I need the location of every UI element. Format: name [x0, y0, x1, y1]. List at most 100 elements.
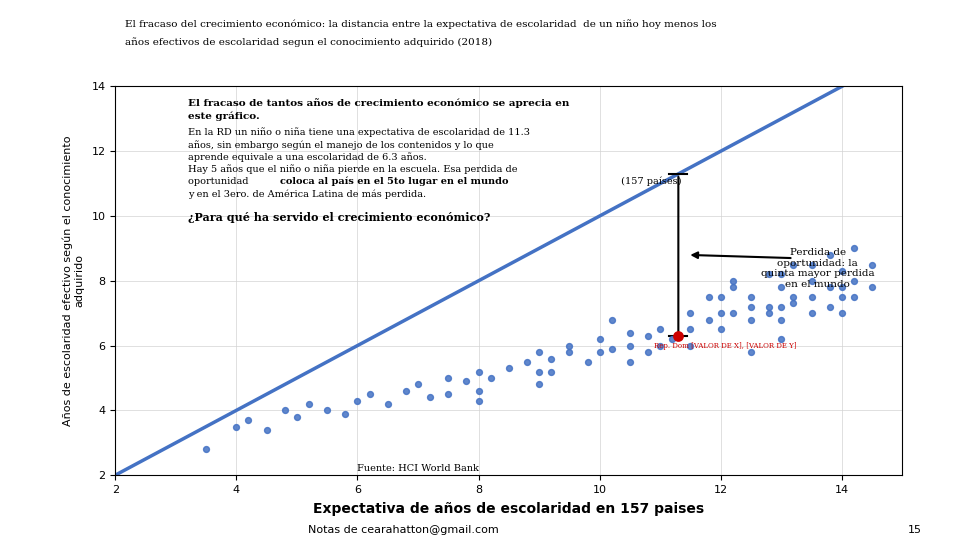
Text: El fracaso del crecimiento económico: la distancia entre la expectativa de escol: El fracaso del crecimiento económico: la…: [125, 19, 716, 29]
Point: [725, 309, 740, 318]
Y-axis label: Años de escolaridad efectivo según el conocimiento
adquirido: Años de escolaridad efectivo según el co…: [62, 136, 84, 426]
Point: [640, 348, 656, 356]
X-axis label: Expectativa de años de escolaridad en 157 paises: Expectativa de años de escolaridad en 15…: [313, 502, 705, 516]
Point: [713, 309, 729, 318]
Point: [380, 400, 396, 408]
Point: [562, 341, 577, 350]
Point: [785, 299, 801, 308]
Point: [259, 426, 275, 434]
Point: [501, 364, 516, 373]
Point: [847, 293, 862, 301]
Point: [441, 390, 456, 399]
Point: [640, 332, 656, 340]
Text: En la RD un niño o niña tiene una expectativa de escolaridad de 11.3: En la RD un niño o niña tiene una expect…: [188, 127, 530, 137]
Point: [320, 406, 335, 415]
Point: [653, 325, 668, 334]
Point: [683, 341, 698, 350]
Point: [785, 260, 801, 269]
Point: [422, 393, 438, 402]
Text: ¿Para qué ha servido el crecimiento económico?: ¿Para qué ha servido el crecimiento econ…: [188, 212, 491, 224]
Point: [592, 348, 608, 356]
Point: [199, 445, 214, 454]
Point: [410, 380, 425, 389]
Point: [834, 267, 850, 275]
Text: coloca al país en el 5to lugar en el mundo: coloca al país en el 5to lugar en el mun…: [280, 177, 509, 186]
Point: [834, 309, 850, 318]
Point: [822, 283, 837, 292]
Point: [671, 332, 686, 340]
Point: [604, 345, 619, 353]
Point: [349, 396, 365, 405]
Point: [743, 302, 758, 311]
Text: años efectivos de escolaridad segun el conocimiento adquirido (2018): años efectivos de escolaridad segun el c…: [125, 37, 492, 46]
Point: [725, 276, 740, 285]
Point: [398, 387, 414, 395]
Point: [761, 302, 777, 311]
Point: [834, 283, 850, 292]
Point: [774, 315, 789, 324]
Point: [713, 325, 729, 334]
Point: [761, 309, 777, 318]
Point: [804, 293, 819, 301]
Point: [713, 293, 729, 301]
Point: [604, 315, 619, 324]
Point: [683, 309, 698, 318]
Point: [834, 293, 850, 301]
Point: [743, 348, 758, 356]
Point: [483, 374, 498, 382]
Point: [622, 341, 637, 350]
Point: [774, 270, 789, 279]
Point: [622, 357, 637, 366]
Point: [519, 357, 535, 366]
Point: [701, 293, 716, 301]
Point: [653, 341, 668, 350]
Point: [532, 348, 547, 356]
Point: [743, 293, 758, 301]
Point: [804, 276, 819, 285]
Point: [562, 348, 577, 356]
Text: Rep. Dom [VALOR DE X], [VALOR DE Y]: Rep. Dom [VALOR DE X], [VALOR DE Y]: [654, 342, 797, 350]
Text: oportunidad: oportunidad: [188, 177, 252, 186]
Text: El fracaso de tantos años de crecimiento económico se aprecia en: El fracaso de tantos años de crecimiento…: [188, 98, 569, 107]
Point: [701, 315, 716, 324]
Point: [277, 406, 293, 415]
Point: [301, 400, 317, 408]
Point: [543, 367, 559, 376]
Point: [864, 283, 879, 292]
Point: [774, 335, 789, 343]
Point: [543, 354, 559, 363]
Point: [683, 325, 698, 334]
Point: [532, 380, 547, 389]
Text: Notas de cearahatton@gmail.com: Notas de cearahatton@gmail.com: [308, 524, 498, 535]
Point: [362, 390, 377, 399]
Point: [470, 387, 486, 395]
Point: [532, 367, 547, 376]
Text: este gráfico.: este gráfico.: [188, 111, 259, 121]
Point: [338, 409, 353, 418]
Text: Hay 5 años que el niño o niña pierde en la escuela. Esa perdida de: Hay 5 años que el niño o niña pierde en …: [188, 165, 517, 174]
Point: [459, 377, 474, 386]
Text: y en el 3ero. de América Latina de más perdida.: y en el 3ero. de América Latina de más p…: [188, 189, 426, 199]
Point: [864, 260, 879, 269]
Text: Perdida de
oportunidad: la
quinta mayor perdida
en el mundo: Perdida de oportunidad: la quinta mayor …: [761, 248, 875, 288]
Point: [822, 302, 837, 311]
Text: (157 países): (157 países): [618, 177, 682, 186]
Point: [847, 276, 862, 285]
Point: [785, 293, 801, 301]
Point: [847, 244, 862, 253]
Point: [441, 374, 456, 382]
Point: [289, 413, 304, 421]
Point: [774, 283, 789, 292]
Point: [470, 396, 486, 405]
Point: [470, 367, 486, 376]
Point: [804, 309, 819, 318]
Point: [241, 416, 256, 424]
Point: [761, 270, 777, 279]
Point: [725, 283, 740, 292]
Point: [592, 335, 608, 343]
Point: [622, 328, 637, 337]
Point: [664, 335, 680, 343]
Point: [804, 260, 819, 269]
Point: [774, 302, 789, 311]
Point: [228, 422, 244, 431]
